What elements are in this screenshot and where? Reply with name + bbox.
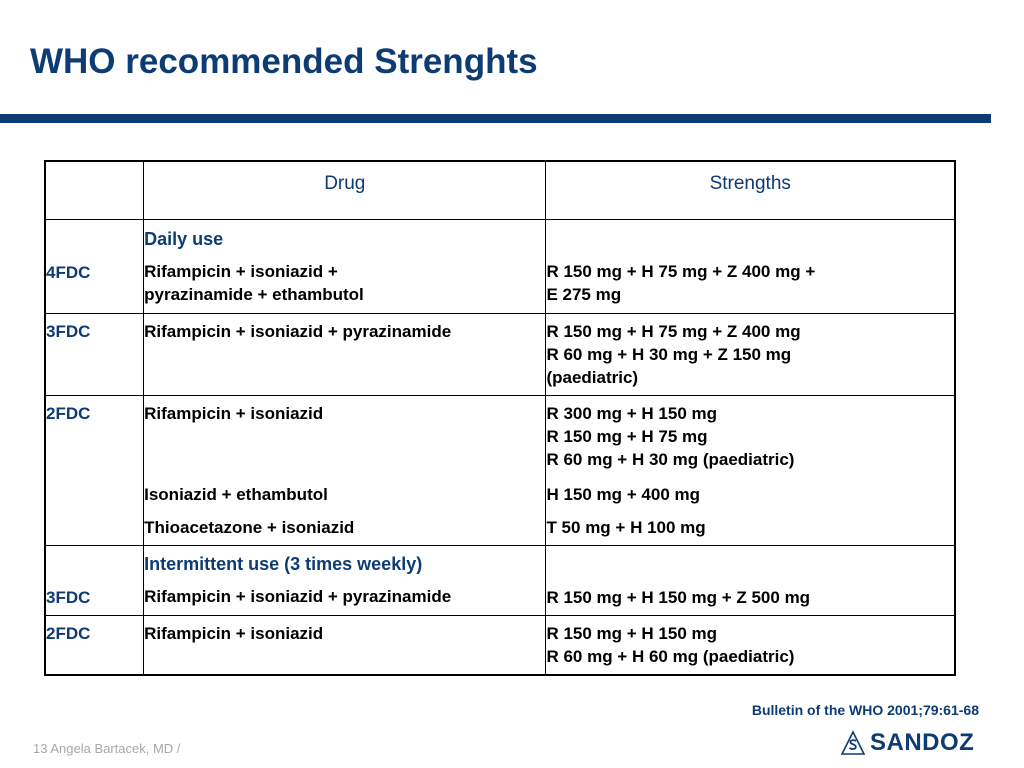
header-blank [44,160,145,220]
drug-cell: Daily use Rifampicin + isoniazid + pyraz… [143,218,547,314]
row-label: 2FDC [44,614,145,676]
row-label: 3FDC [44,312,145,396]
table-row: 2FDC Rifampicin + isoniazid Isoniazid + … [44,394,956,546]
row-label: 2FDC [44,394,145,546]
row-label: 4FDC [44,218,145,314]
sandoz-emblem-icon [840,730,866,755]
section-label-daily: Daily use [144,228,224,249]
drug-cell: Rifampicin + isoniazid Isoniazid + etham… [143,394,547,546]
slide-title: WHO recommended Strenghts [30,42,538,81]
title-divider [0,114,991,123]
table-row: 4FDC Daily use Rifampicin + isoniazid + … [44,218,956,314]
fdc-strengths-table: Drug Strengths 4FDC Daily use Rifampicin… [44,160,956,676]
row-label: 3FDC [44,544,145,616]
drug-cell: Rifampicin + isoniazid + pyrazinamide [143,312,547,396]
table-row: 2FDC Rifampicin + isoniazid R 150 mg + H… [44,614,956,676]
header-strengths: Strengths [545,160,956,220]
drug-cell: Rifampicin + isoniazid [143,614,547,676]
table-header-row: Drug Strengths [44,160,956,220]
drug-cell: Intermittent use (3 times weekly) Rifamp… [143,544,547,616]
strength-cell: R 150 mg + H 150 mg + Z 500 mg [545,544,956,616]
sandoz-logo: SANDOZ [840,728,992,758]
strength-cell: R 150 mg + H 75 mg + Z 400 mg R 60 mg + … [545,312,956,396]
table-row: 3FDC Rifampicin + isoniazid + pyrazinami… [44,312,956,396]
section-label-intermittent: Intermittent use (3 times weekly) [144,553,423,574]
strength-cell: R 300 mg + H 150 mg R 150 mg + H 75 mg R… [545,394,956,546]
source-citation: Bulletin of the WHO 2001;79:61-68 [751,702,979,718]
strength-cell: R 150 mg + H 75 mg + Z 400 mg + E 275 mg [545,218,956,314]
table-row: 3FDC Intermittent use (3 times weekly) R… [44,544,956,616]
strength-cell: R 150 mg + H 150 mg R 60 mg + H 60 mg (p… [545,614,956,676]
logo-text: SANDOZ [870,729,975,756]
header-drug: Drug [143,160,547,220]
slide-footer: 13 Angela Bartacek, MD / [33,741,181,756]
